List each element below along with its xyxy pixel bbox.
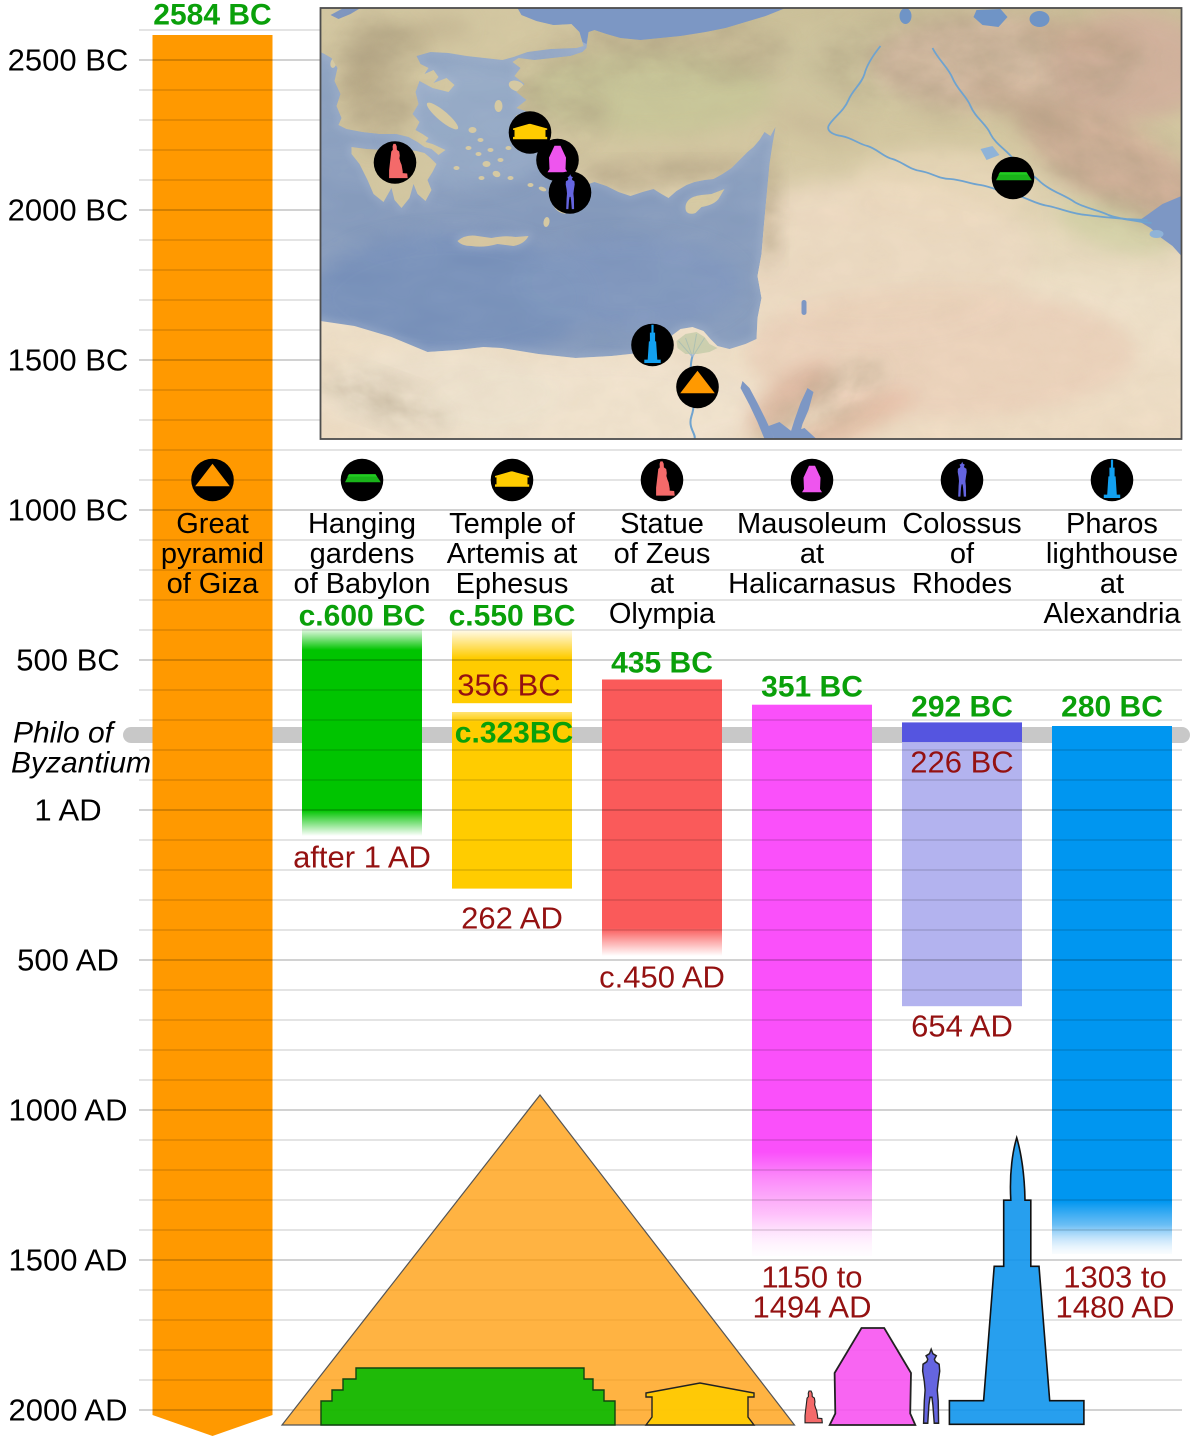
svg-text:Artemis at: Artemis at (447, 538, 578, 570)
svg-text:Ephesus: Ephesus (456, 568, 569, 600)
svg-text:at: at (650, 568, 674, 600)
svg-text:435 BC: 435 BC (611, 647, 713, 680)
svg-text:Temple of: Temple of (449, 508, 576, 540)
svg-text:1000 AD: 1000 AD (9, 1093, 128, 1128)
svg-text:pyramid: pyramid (161, 538, 264, 570)
svg-text:of Babylon: of Babylon (293, 568, 430, 600)
svg-text:Olympia: Olympia (609, 598, 716, 630)
svg-text:654 AD: 654 AD (911, 1009, 1013, 1044)
svg-text:351 BC: 351 BC (761, 671, 863, 704)
svg-text:of: of (950, 538, 975, 570)
svg-text:of Giza: of Giza (167, 568, 260, 600)
svg-text:Colossus: Colossus (902, 508, 1021, 540)
svg-text:226 BC: 226 BC (910, 745, 1013, 780)
svg-text:1000 BC: 1000 BC (8, 493, 129, 528)
svg-text:Mausoleum: Mausoleum (737, 508, 887, 540)
svg-text:lighthouse: lighthouse (1046, 538, 1178, 570)
svg-text:c.550 BC: c.550 BC (449, 600, 576, 633)
svg-text:1480 AD: 1480 AD (1056, 1290, 1175, 1325)
svg-text:280 BC: 280 BC (1061, 691, 1163, 724)
svg-text:gardens: gardens (310, 538, 415, 570)
svg-text:2584 BC: 2584 BC (153, 0, 271, 32)
svg-text:1150 to: 1150 to (761, 1260, 862, 1295)
svg-text:Halicarnasus: Halicarnasus (728, 568, 896, 600)
svg-text:356 BC: 356 BC (457, 668, 560, 703)
svg-text:500 BC: 500 BC (16, 643, 119, 678)
svg-text:2000 AD: 2000 AD (9, 1393, 128, 1428)
svg-text:1500 BC: 1500 BC (8, 343, 129, 378)
svg-text:Statue: Statue (620, 508, 704, 540)
svg-text:Hanging: Hanging (308, 508, 416, 540)
svg-text:Pharos: Pharos (1066, 508, 1158, 540)
svg-text:500 AD: 500 AD (17, 943, 119, 978)
svg-text:292 BC: 292 BC (911, 691, 1013, 724)
svg-text:Philo of: Philo of (13, 717, 116, 750)
svg-text:2500 BC: 2500 BC (8, 43, 129, 78)
svg-text:1500 AD: 1500 AD (9, 1243, 128, 1278)
svg-text:Alexandria: Alexandria (1043, 598, 1181, 630)
svg-text:of Zeus: of Zeus (614, 538, 711, 570)
svg-text:262 AD: 262 AD (461, 901, 563, 936)
svg-text:1494 AD: 1494 AD (753, 1290, 872, 1325)
svg-text:Rhodes: Rhodes (912, 568, 1012, 600)
svg-text:c.323BC: c.323BC (455, 717, 573, 750)
svg-text:2000 BC: 2000 BC (8, 193, 129, 228)
svg-text:at: at (1100, 568, 1124, 600)
svg-text:1 AD: 1 AD (34, 793, 101, 828)
svg-text:Byzantium: Byzantium (11, 747, 151, 780)
svg-text:1303 to: 1303 to (1063, 1260, 1166, 1295)
svg-text:after 1 AD: after 1 AD (293, 840, 431, 875)
svg-text:at: at (800, 538, 824, 570)
svg-text:c.600 BC: c.600 BC (299, 600, 426, 633)
svg-text:Great: Great (176, 508, 249, 540)
svg-text:c.450 AD: c.450 AD (599, 960, 725, 995)
